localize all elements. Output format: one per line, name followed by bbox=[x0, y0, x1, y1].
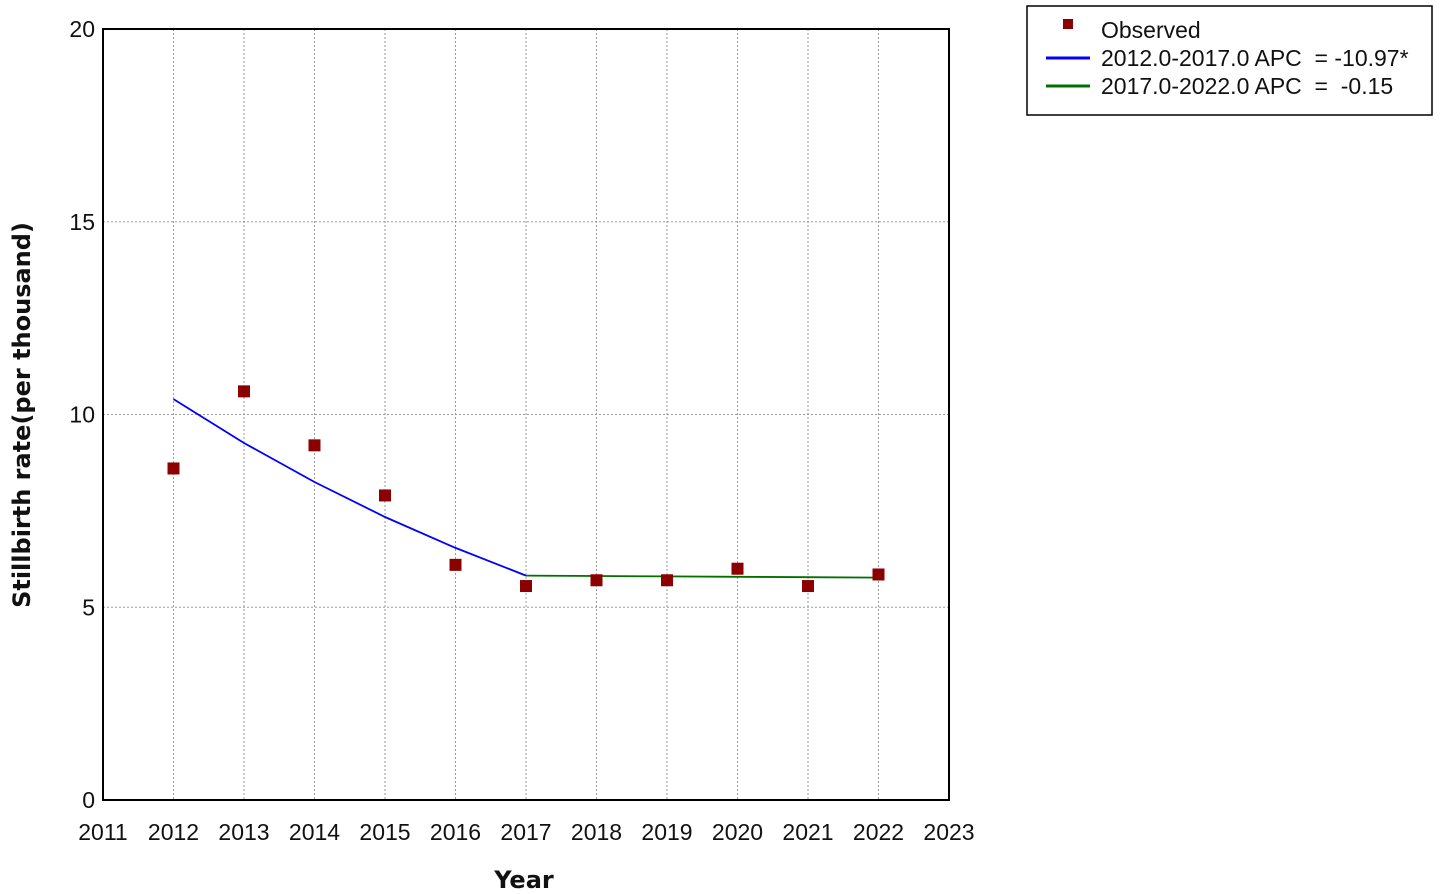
grid bbox=[103, 29, 949, 800]
x-axis-ticks: 2011 2012 2013 2014 2015 2016 2017 2018 2019 2020… bbox=[78, 819, 974, 845]
legend-box bbox=[1026, 5, 1433, 116]
x-tick-label: 2015 bbox=[359, 819, 410, 845]
x-tick-label: 2013 bbox=[218, 819, 269, 845]
observed-point bbox=[238, 385, 250, 398]
observed-point bbox=[379, 489, 391, 502]
y-tick-label: 0 bbox=[82, 787, 95, 813]
y-axis-ticks: 0 5 10 15 20 bbox=[69, 16, 95, 813]
y-tick-label: 15 bbox=[69, 209, 95, 235]
x-tick-label: 2016 bbox=[430, 819, 481, 845]
legend-label: 2012.0-2017.0 APC = -10.97* bbox=[1101, 45, 1409, 71]
observed-point bbox=[308, 439, 321, 452]
x-tick-label: 2020 bbox=[712, 819, 763, 845]
x-tick-label: 2011 bbox=[78, 819, 127, 845]
observed-point bbox=[802, 580, 814, 593]
legend-label: Observed bbox=[1101, 17, 1201, 43]
plot-area-frame bbox=[102, 28, 950, 801]
x-axis-title: Year bbox=[493, 866, 554, 894]
observed-point bbox=[520, 580, 532, 593]
observed-point bbox=[731, 562, 744, 575]
y-tick-label: 5 bbox=[82, 594, 95, 620]
x-tick-label: 2014 bbox=[289, 819, 340, 845]
observed-point bbox=[590, 574, 603, 587]
x-tick-label: 2012 bbox=[148, 819, 199, 845]
fit-line-series-1 bbox=[173, 398, 527, 577]
y-axis-title: Stillbirth rate(per thousand) bbox=[8, 222, 36, 608]
y-tick-label: 20 bbox=[69, 16, 95, 42]
x-tick-label: 2017 bbox=[500, 819, 551, 845]
fit-lines bbox=[173, 398, 879, 579]
legend-label: 2017.0-2022.0 APC = -0.15 bbox=[1101, 73, 1393, 99]
y-tick-label: 10 bbox=[69, 402, 95, 428]
legend-swatch-marker bbox=[1063, 19, 1073, 29]
observed-point bbox=[661, 574, 673, 587]
observed-point bbox=[872, 568, 885, 581]
observed-markers bbox=[167, 385, 885, 593]
x-tick-label: 2022 bbox=[853, 819, 904, 845]
x-tick-label: 2018 bbox=[571, 819, 622, 845]
fit-line-series-2 bbox=[525, 574, 879, 579]
observed-point bbox=[167, 462, 180, 475]
x-tick-label: 2021 bbox=[782, 819, 833, 845]
x-tick-label: 2019 bbox=[641, 819, 692, 845]
x-tick-label: 2023 bbox=[923, 819, 974, 845]
observed-point bbox=[449, 558, 462, 571]
